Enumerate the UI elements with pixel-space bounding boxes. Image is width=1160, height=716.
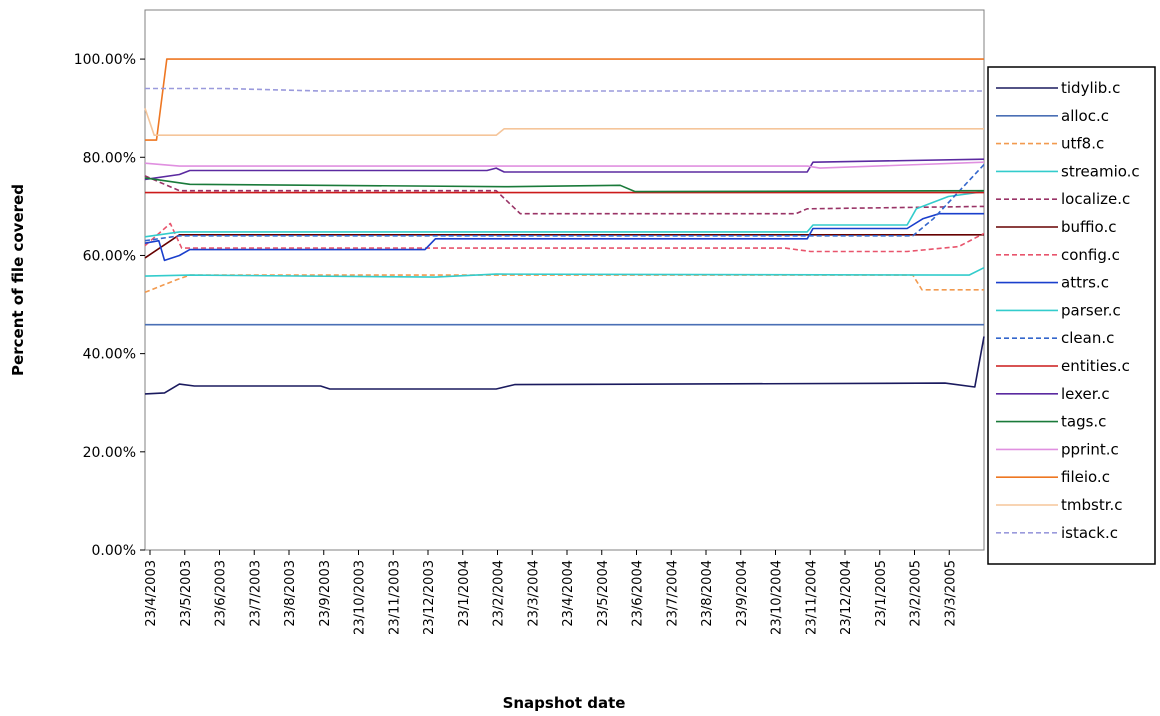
- series-line-fileio-c: [145, 58, 984, 141]
- series-line-localize-c: [144, 175, 985, 215]
- legend-label: buffio.c: [1061, 218, 1116, 236]
- legend-label: utf8.c: [1061, 135, 1104, 153]
- x-tick-label: 23/2/2005: [909, 560, 924, 627]
- x-tick-label: 23/11/2004: [804, 560, 819, 635]
- legend-label: tmbstr.c: [1061, 496, 1123, 514]
- series-line-tidylib-c: [144, 336, 985, 395]
- x-tick-label: 23/5/2004: [596, 560, 611, 627]
- x-tick-label: 23/8/2003: [283, 560, 298, 627]
- x-axis: 23/4/2003 23/5/2003 23/6/2003 23/7/2003 23/8…: [144, 550, 958, 635]
- legend-label: attrs.c: [1061, 274, 1109, 292]
- series-line-attrs-c: [144, 212, 984, 262]
- series-line-streamio-c: [144, 266, 985, 278]
- legend-label: entities.c: [1061, 357, 1130, 375]
- x-tick-label: 23/12/2004: [839, 560, 854, 635]
- legend: tidylib.c alloc.c utf8.c streamio.c localize…: [987, 66, 1156, 565]
- series-line-buffio-c: [144, 234, 984, 259]
- y-tick-label: 60.00%: [83, 248, 136, 264]
- x-tick-label: 23/11/2003: [387, 560, 402, 635]
- y-tick-label: 40.00%: [83, 347, 136, 363]
- y-tick-label: 100.00%: [74, 52, 136, 68]
- y-tick-label: 0.00%: [92, 543, 136, 559]
- legend-label: pprint.c: [1061, 440, 1119, 458]
- x-tick-label: 23/5/2003: [179, 560, 194, 627]
- x-axis-title: Snapshot date: [503, 694, 626, 712]
- legend-label: istack.c: [1061, 524, 1118, 542]
- legend-label: clean.c: [1061, 329, 1114, 347]
- x-tick-label: 23/6/2004: [631, 560, 646, 627]
- series-line-pprint-c: [144, 161, 985, 169]
- plot-area: [144, 9, 985, 551]
- y-axis-title: Percent of file covered: [9, 184, 27, 376]
- legend-box: [987, 66, 1156, 565]
- series-line-lexer-c: [144, 158, 985, 181]
- x-tick-label: 23/8/2004: [700, 560, 715, 627]
- x-tick-label: 23/4/2003: [144, 560, 159, 627]
- x-tick-label: 23/10/2003: [353, 560, 368, 635]
- x-tick-label: 23/2/2004: [492, 560, 507, 627]
- legend-label: streamio.c: [1061, 162, 1140, 180]
- x-tick-label: 23/4/2004: [561, 560, 576, 627]
- series-layer: [144, 58, 985, 395]
- x-tick-label: 23/7/2003: [248, 560, 263, 627]
- x-tick-label: 23/1/2005: [874, 560, 889, 627]
- series-line-clean-c: [144, 164, 985, 242]
- legend-label: alloc.c: [1061, 107, 1109, 125]
- legend-label: parser.c: [1061, 301, 1121, 319]
- x-tick-label: 23/7/2004: [665, 560, 680, 627]
- series-line-utf8-c: [144, 274, 984, 294]
- x-tick-label: 23/9/2004: [735, 560, 750, 627]
- y-tick-label: 20.00%: [83, 445, 136, 461]
- x-tick-label: 23/3/2005: [943, 560, 958, 627]
- x-tick-label: 23/3/2004: [526, 560, 541, 627]
- series-line-tags-c: [144, 177, 985, 193]
- legend-label: tidylib.c: [1061, 79, 1120, 97]
- x-tick-label: 23/12/2003: [422, 560, 437, 635]
- x-tick-label: 23/10/2004: [770, 560, 785, 635]
- legend-label: localize.c: [1061, 190, 1130, 208]
- y-tick-label: 80.00%: [83, 150, 136, 166]
- legend-label: lexer.c: [1061, 385, 1110, 403]
- series-line-parser-c: [144, 190, 985, 238]
- series-line-istack-c: [145, 87, 984, 92]
- legend-label: config.c: [1061, 246, 1120, 264]
- y-axis: 0.00% 20.00% 40.00% 60.00% 80.00% 100.00%: [74, 52, 145, 559]
- legend-label: tags.c: [1061, 413, 1106, 431]
- x-tick-label: 23/1/2004: [457, 560, 472, 627]
- series-line-tmbstr-c: [144, 107, 984, 136]
- x-tick-label: 23/9/2003: [318, 560, 333, 627]
- legend-label: fileio.c: [1061, 468, 1110, 486]
- x-tick-label: 23/6/2003: [214, 560, 229, 627]
